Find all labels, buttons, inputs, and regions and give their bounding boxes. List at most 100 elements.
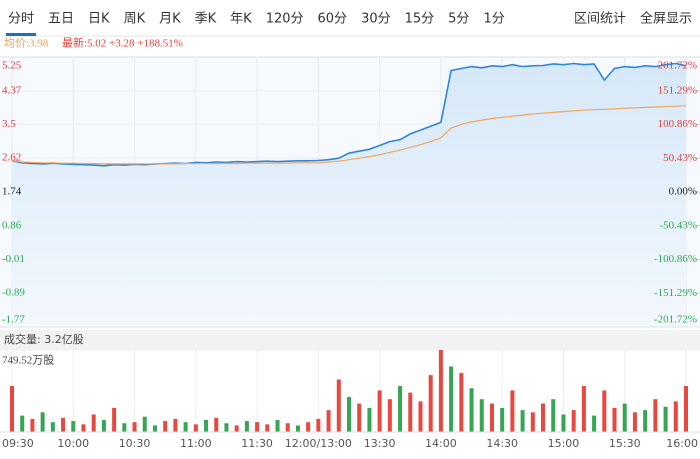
volume-title: 成交量: 3.2亿股 [4, 332, 84, 346]
volume-bar [551, 399, 556, 432]
x-tick-label: 16:00 [666, 437, 698, 450]
volume-bar [61, 417, 66, 432]
volume-bar [357, 403, 362, 432]
y-tick-label: 4.37 [2, 84, 22, 96]
tab[interactable]: 周K [124, 12, 146, 27]
volume-bar [643, 410, 648, 432]
tab[interactable]: 五日 [48, 12, 74, 27]
volume-bar [581, 386, 586, 432]
volume-bar [469, 388, 474, 432]
volume-bar [347, 396, 351, 432]
tab[interactable]: 月K [159, 12, 181, 27]
volume-bar [265, 424, 270, 432]
volume-bar [673, 401, 678, 432]
y2-tick-label: -201.72% [654, 314, 697, 326]
volume-bar [622, 403, 627, 432]
y2-tick-label: 50.43% [663, 152, 697, 164]
volume-bar [684, 386, 688, 432]
tab[interactable]: 30分 [361, 12, 391, 27]
volume-bar [163, 421, 168, 432]
volume-bar [30, 418, 35, 432]
volume-bar [602, 390, 607, 432]
x-tick-label: 11:00 [180, 437, 212, 450]
volume-bar [438, 350, 443, 432]
volume-bar [122, 423, 127, 432]
volume-y-tick-label: 749.52万股 [2, 354, 54, 367]
y2-tick-label: -100.86% [654, 253, 697, 265]
tab[interactable]: 1分 [483, 12, 504, 27]
volume-bar [653, 399, 658, 432]
volume-bar [398, 386, 403, 432]
volume-bar [418, 401, 423, 432]
x-tick-label: 15:30 [609, 437, 641, 450]
average-line [11, 105, 687, 165]
volume-header [0, 330, 700, 350]
tab[interactable]: 日K [88, 12, 110, 27]
volume-bar [387, 399, 392, 432]
y2-tick-label: 151.29% [658, 84, 697, 96]
volume-bar [71, 421, 76, 432]
volume-bar [663, 406, 668, 432]
volume-bar [173, 418, 178, 432]
volume-bar [183, 422, 188, 432]
volume-bar [214, 417, 219, 432]
tab[interactable]: 15分 [405, 12, 435, 27]
x-tick-label: 10:00 [57, 437, 89, 450]
y2-tick-label: 100.86% [658, 118, 697, 130]
volume-bar [489, 403, 494, 432]
y2-tick-label: 0.00% [669, 186, 697, 198]
volume-bar [50, 422, 55, 432]
volume-bar [275, 419, 280, 432]
y2-tick-label: 201.72% [658, 60, 697, 72]
volume-bar [377, 390, 382, 432]
volume-bar [142, 416, 147, 432]
y-tick-label: 5.25 [2, 60, 22, 72]
x-tick-label: 14:00 [425, 437, 457, 450]
y-tick-label: 3.5 [2, 118, 16, 130]
tab[interactable]: 季K [195, 12, 217, 27]
volume-bar [612, 407, 617, 432]
tool-button[interactable]: 全屏显示 [640, 11, 692, 27]
volume-bar [204, 419, 209, 432]
volume-bar [336, 379, 341, 432]
y-tick-label: 2.62 [2, 152, 21, 164]
volume-bar [561, 414, 566, 432]
volume-bar [244, 421, 249, 432]
volume-bar [541, 403, 546, 432]
x-tick-label: 11:30 [241, 437, 273, 450]
volume-bar [316, 418, 321, 432]
volume-bar [632, 412, 637, 432]
volume-bar [193, 424, 198, 432]
y-tick-label: 1.74 [2, 186, 22, 198]
x-tick-label: 12:00/13:00 [285, 437, 352, 450]
last-label: 最新:5.02 +3.28 +188.51% [62, 36, 183, 50]
volume-bar [367, 407, 372, 432]
tab[interactable]: 60分 [318, 12, 348, 27]
volume-bar [530, 412, 535, 432]
volume-bar [500, 407, 505, 432]
volume-bar [326, 410, 331, 432]
volume-bar [234, 425, 239, 432]
volume-bar [224, 423, 229, 432]
tool-button[interactable]: 区间统计 [574, 12, 626, 27]
tab[interactable]: 120分 [266, 12, 304, 27]
volume-bar [91, 414, 96, 432]
x-tick-label: 13:30 [364, 437, 396, 450]
volume-bar [459, 372, 464, 432]
volume-bar [510, 390, 515, 432]
avg-label: 均价:3.98 [4, 37, 49, 50]
volume-bar [132, 422, 137, 432]
tab[interactable]: 5分 [448, 12, 469, 27]
volume-bar [449, 366, 454, 432]
volume-bar [520, 410, 525, 432]
volume-bar [20, 415, 25, 432]
volume-bar [571, 410, 576, 432]
y2-tick-label: -151.29% [654, 287, 697, 299]
volume-bar [40, 412, 45, 432]
tab-underline [6, 33, 37, 36]
tab[interactable]: 分时 [8, 12, 34, 27]
tab[interactable]: 年K [230, 12, 252, 27]
volume-bar [479, 399, 484, 432]
